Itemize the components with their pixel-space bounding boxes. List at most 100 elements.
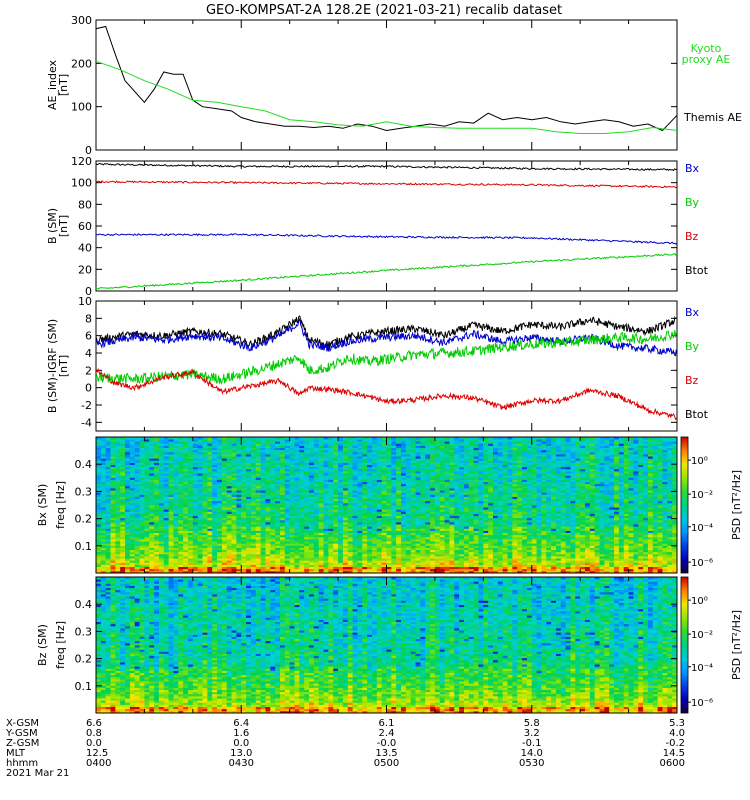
spectrogram-cell: [212, 496, 218, 500]
spectrogram-cell: [299, 441, 305, 444]
spectrogram-cell: [192, 556, 199, 559]
spectrogram-cell: [183, 437, 189, 440]
spectrogram-cell: [158, 553, 165, 557]
spectrogram-cell: [304, 449, 310, 453]
spectrogram-cell: [105, 530, 111, 534]
y-tick-label: 40: [78, 242, 92, 255]
spectrogram-cell: [125, 558, 131, 561]
spectrogram-cell: [279, 517, 286, 521]
spectrogram-cell: [197, 479, 203, 483]
spectrogram-cell: [110, 475, 116, 478]
spectrogram-cell: [183, 502, 189, 506]
spectrogram-cell: [217, 568, 223, 572]
spectrogram-cell: [318, 545, 324, 548]
spectrogram-cell: [246, 441, 252, 444]
spectrogram-cell: [304, 560, 310, 563]
spectrogram-cell: [168, 530, 174, 534]
spectrogram-cell: [309, 562, 315, 565]
spectrogram-cell: [96, 449, 102, 453]
spectrogram-cell: [96, 507, 102, 510]
spectrogram-cell: [149, 498, 155, 502]
spectrogram-cell: [304, 507, 310, 510]
spectrogram-cell: [158, 502, 165, 506]
spectrogram-cell: [294, 485, 300, 489]
spectrogram-cell: [212, 479, 218, 483]
spectrogram-cell: [260, 458, 266, 461]
spectrogram-cell: [154, 447, 160, 451]
spectrogram-cell: [207, 445, 213, 449]
spectrogram-cell: [250, 536, 257, 540]
spectrogram-cell: [309, 528, 315, 531]
spectrogram-cell: [125, 570, 131, 574]
spectrogram-cell: [226, 488, 232, 491]
spectrogram-cell: [183, 509, 189, 512]
spectrogram-cell: [144, 562, 150, 565]
spectrogram-cell: [100, 449, 107, 453]
spectrogram-cell: [250, 505, 257, 508]
spectrogram-cell: [246, 564, 252, 568]
spectrogram-cell: [192, 490, 199, 493]
spectrogram-cell: [207, 519, 213, 523]
spectrogram-cell: [154, 564, 160, 568]
spectrogram-cell: [163, 445, 170, 449]
spectrogram-cell: [289, 494, 295, 497]
spectrogram-cell: [294, 498, 300, 502]
spectrogram-cell: [129, 562, 136, 565]
spectrogram-cell: [313, 488, 320, 491]
spectrogram-cell: [149, 528, 155, 531]
spectrogram-cell: [168, 477, 174, 480]
spectrogram-cell: [304, 437, 310, 440]
spectrogram-cell: [217, 570, 223, 574]
spectrogram-cell: [250, 449, 257, 453]
spectrogram-cell: [178, 488, 184, 491]
spectrogram-cell: [197, 551, 203, 555]
spectrogram-cell: [212, 556, 218, 559]
spectrogram-cell: [236, 564, 242, 568]
spectrogram-cell: [309, 477, 315, 480]
spectrogram-cell: [139, 517, 145, 521]
spectrogram-cell: [270, 570, 276, 574]
spectrogram-cell: [265, 564, 271, 568]
spectrogram-cell: [217, 549, 223, 553]
spectrogram-cell: [197, 517, 203, 521]
spectrogram-cell: [96, 458, 102, 461]
spectrogram-cell: [299, 481, 305, 485]
spectrogram-cell: [105, 451, 111, 455]
spectrogram-cell: [144, 443, 150, 446]
spectrogram-cell: [96, 451, 102, 455]
spectrogram-cell: [221, 471, 228, 474]
spectrogram-cell: [299, 443, 305, 446]
spectrogram-cell: [120, 494, 126, 497]
spectrogram-cell: [105, 528, 111, 531]
spectrogram-cell: [173, 500, 179, 504]
spectrogram-cell: [168, 447, 174, 451]
spectrogram-cell: [154, 507, 160, 510]
spectrogram-cell: [313, 534, 320, 538]
spectrogram-cell: [313, 439, 320, 442]
spectrogram-cell: [212, 566, 218, 570]
spectrogram-cell: [178, 445, 184, 449]
spectrogram-cell: [309, 564, 315, 568]
spectrogram-cell: [115, 570, 121, 574]
spectrogram-cell: [318, 451, 324, 455]
spectrogram-cell: [241, 549, 247, 553]
spectrogram-cell: [105, 464, 111, 468]
spectrogram-cell: [231, 532, 237, 536]
spectrogram-cell: [110, 494, 116, 497]
spectrogram-cell: [299, 483, 305, 487]
spectrogram-cell: [265, 522, 271, 525]
spectrogram-cell: [187, 477, 194, 480]
spectrogram-cell: [173, 451, 179, 455]
spectrogram-cell: [158, 494, 165, 497]
spectrogram-cell: [168, 460, 174, 463]
spectrogram-cell: [197, 568, 203, 572]
spectrogram-cell: [96, 447, 102, 451]
spectrogram-cell: [100, 545, 107, 548]
spectrogram-cell: [192, 560, 199, 563]
spectrogram-cell: [158, 447, 165, 451]
spectrogram-cell: [168, 517, 174, 521]
spectrogram-cell: [304, 439, 310, 442]
spectrogram-cell: [231, 564, 237, 568]
spectrogram-cell: [105, 441, 111, 444]
spectrogram-cell: [212, 481, 218, 485]
